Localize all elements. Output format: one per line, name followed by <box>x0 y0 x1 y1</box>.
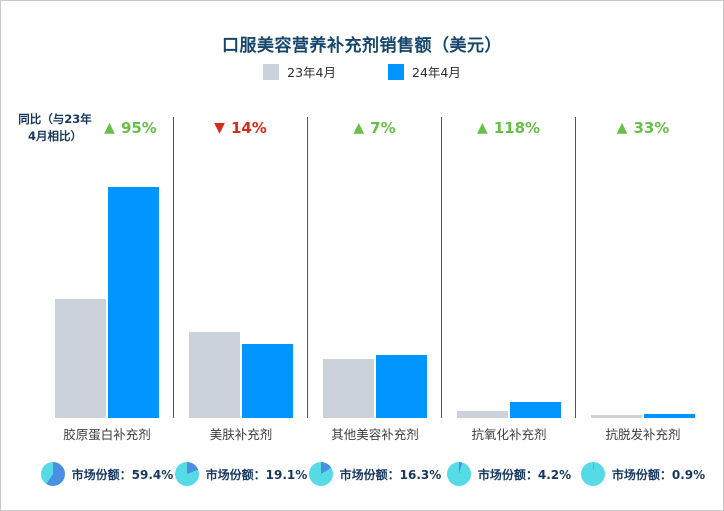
trend-down-icon: ▼ <box>214 120 225 136</box>
bar-2024-apr <box>644 414 695 418</box>
category-label: 其他美容补充剂 <box>331 427 419 442</box>
pie-chart-icon <box>580 462 605 486</box>
bar-pair <box>442 402 575 418</box>
market-share-label: 市场份额：0.9% <box>611 467 706 482</box>
market-share-item: 市场份额：16.3% <box>308 462 442 486</box>
market-share-item: 市场份额：59.4% <box>40 462 174 486</box>
yoy-value: 118% <box>493 119 541 137</box>
category-label: 抗脱发补充剂 <box>605 427 681 442</box>
pie-chart-icon <box>40 462 65 486</box>
bar-2023-apr <box>591 415 642 418</box>
bar-2023-apr <box>188 332 240 418</box>
trend-up-icon: ▲ <box>616 120 628 136</box>
bar-2024-apr <box>107 187 159 418</box>
category-group-antioxidant: ▲ 118% <box>442 117 576 418</box>
bar-2024-apr <box>241 344 293 418</box>
trend-up-icon: ▲ <box>476 120 488 136</box>
bar-2024-apr <box>509 402 561 418</box>
yoy-badge: ▼ 14% <box>174 119 307 137</box>
bar-pair <box>576 414 710 418</box>
yoy-value: 95% <box>120 119 157 137</box>
market-share-label: 市场份额：59.4% <box>71 467 174 482</box>
market-share-label: 市场份额：16.3% <box>339 467 442 482</box>
legend-item-2024: 24年4月 <box>388 62 461 81</box>
market-share-row: 市场份额：59.4% 市场份额：19.1% 市场份额：16.3% 市场份额：4.… <box>40 462 710 486</box>
trend-up-icon: ▲ <box>104 120 115 136</box>
pie-chart-icon <box>174 462 199 486</box>
legend-swatch-2024 <box>388 63 404 80</box>
legend-item-2023: 23年4月 <box>263 62 336 81</box>
category-group-skin: ▼ 14% <box>174 117 308 418</box>
yoy-note-line1: 同比（与23年 <box>18 112 92 126</box>
bar-2023-apr <box>322 359 374 418</box>
legend: 23年4月 24年4月 <box>1 62 723 81</box>
plot-area: ▲ 95% ▼ 14% ▲ 7% <box>40 117 710 418</box>
category-label: 抗氧化补充剂 <box>471 427 547 442</box>
pie-chart-icon <box>308 462 333 486</box>
market-share-item: 市场份额：19.1% <box>174 462 308 486</box>
bar-pair <box>174 332 307 418</box>
category-group-collagen: ▲ 95% <box>40 117 174 418</box>
trend-up-icon: ▲ <box>353 120 365 136</box>
pie-chart-icon <box>446 462 471 486</box>
category-group-other-beauty: ▲ 7% <box>308 117 442 418</box>
yoy-note-line2: 4月相比） <box>27 129 82 144</box>
yoy-axis-note: 同比（与23年 4月相比） <box>5 111 105 146</box>
bar-2024-apr <box>375 355 427 418</box>
category-labels-row: 胶原蛋白补充剂 美肤补充剂 其他美容补充剂 抗氧化补充剂 抗脱发补充剂 <box>40 424 710 443</box>
category-group-anti-hairloss: ▲ 33% <box>576 117 710 418</box>
chart-title: 口服美容营养补充剂销售额（美元） <box>222 36 502 56</box>
legend-swatch-2023 <box>263 63 280 80</box>
market-share-item: 市场份额：4.2% <box>442 462 576 486</box>
yoy-badge: ▲ 33% <box>576 119 710 137</box>
bar-2023-apr <box>54 299 106 418</box>
category-label: 胶原蛋白补充剂 <box>63 427 151 442</box>
yoy-badge: ▲ 95% <box>64 119 197 137</box>
market-share-label: 市场份额：19.1% <box>205 467 308 482</box>
yoy-value: 7% <box>370 119 396 137</box>
yoy-value: 14% <box>230 119 267 137</box>
category-label: 美肤补充剂 <box>209 427 273 442</box>
legend-label-2023: 23年4月 <box>287 65 336 80</box>
yoy-badge: ▲ 7% <box>308 119 441 137</box>
bar-pair <box>40 187 173 418</box>
market-share-item: 市场份额：0.9% <box>576 462 710 486</box>
market-share-label: 市场份额：4.2% <box>477 467 572 482</box>
bar-pair <box>308 355 441 418</box>
yoy-badge: ▲ 118% <box>442 119 575 137</box>
yoy-value: 33% <box>633 119 670 137</box>
legend-label-2024: 24年4月 <box>412 65 461 80</box>
bar-2023-apr <box>456 411 508 418</box>
